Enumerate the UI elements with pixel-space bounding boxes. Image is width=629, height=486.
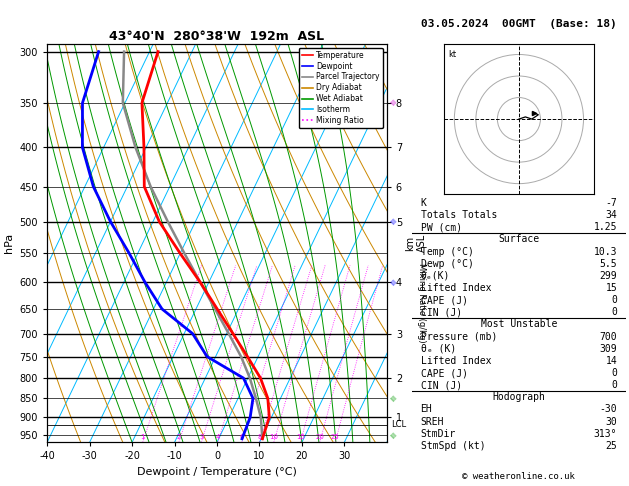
Text: PW (cm): PW (cm) [421, 222, 462, 232]
Text: 03.05.2024  00GMT  (Base: 18): 03.05.2024 00GMT (Base: 18) [421, 19, 617, 30]
Text: 3: 3 [199, 434, 204, 440]
Text: kt: kt [448, 50, 456, 59]
Text: LCL: LCL [391, 420, 406, 429]
Text: EH: EH [421, 404, 432, 415]
Text: 0: 0 [611, 368, 617, 378]
Y-axis label: hPa: hPa [4, 233, 14, 253]
Text: III: III [390, 394, 398, 402]
Text: StmSpd (kt): StmSpd (kt) [421, 441, 485, 451]
Text: 313°: 313° [594, 429, 617, 439]
Text: 8: 8 [257, 434, 262, 440]
Text: Totals Totals: Totals Totals [421, 210, 497, 220]
Text: 10.3: 10.3 [594, 246, 617, 257]
Text: SREH: SREH [421, 417, 444, 427]
Title: 43°40'N  280°38'W  192m  ASL: 43°40'N 280°38'W 192m ASL [109, 30, 325, 43]
Text: 1: 1 [140, 434, 145, 440]
Text: 15: 15 [606, 283, 617, 293]
Text: 4: 4 [216, 434, 220, 440]
Text: 25: 25 [606, 441, 617, 451]
Text: 309: 309 [599, 344, 617, 354]
Text: Most Unstable: Most Unstable [481, 319, 557, 330]
Text: -7: -7 [606, 198, 617, 208]
Text: 0: 0 [611, 307, 617, 317]
Text: 15: 15 [296, 434, 305, 440]
Text: CIN (J): CIN (J) [421, 307, 462, 317]
Text: Lifted Index: Lifted Index [421, 283, 491, 293]
Text: Lifted Index: Lifted Index [421, 356, 491, 366]
Text: Mixing Ratio (g/kg): Mixing Ratio (g/kg) [418, 263, 426, 343]
Text: 0: 0 [611, 295, 617, 305]
Text: III: III [390, 431, 398, 439]
Text: CAPE (J): CAPE (J) [421, 295, 467, 305]
Text: Pressure (mb): Pressure (mb) [421, 331, 497, 342]
Text: 1.25: 1.25 [594, 222, 617, 232]
Text: 5.5: 5.5 [599, 259, 617, 269]
Y-axis label: km
ASL: km ASL [405, 234, 426, 252]
Text: CAPE (J): CAPE (J) [421, 368, 467, 378]
Legend: Temperature, Dewpoint, Parcel Trajectory, Dry Adiabat, Wet Adiabat, Isotherm, Mi: Temperature, Dewpoint, Parcel Trajectory… [299, 48, 383, 128]
Text: StmDir: StmDir [421, 429, 456, 439]
Text: III: III [390, 278, 398, 287]
Text: 0: 0 [611, 380, 617, 390]
Text: 6: 6 [240, 434, 244, 440]
Text: III: III [390, 217, 398, 226]
Text: 25: 25 [331, 434, 340, 440]
Text: K: K [421, 198, 426, 208]
Text: © weatheronline.co.uk: © weatheronline.co.uk [462, 472, 576, 481]
Text: 30: 30 [606, 417, 617, 427]
Text: Dewp (°C): Dewp (°C) [421, 259, 474, 269]
Text: CIN (J): CIN (J) [421, 380, 462, 390]
Text: θₑ(K): θₑ(K) [421, 271, 450, 281]
Text: 2: 2 [177, 434, 181, 440]
X-axis label: Dewpoint / Temperature (°C): Dewpoint / Temperature (°C) [137, 467, 297, 477]
Text: Temp (°C): Temp (°C) [421, 246, 474, 257]
Text: Surface: Surface [498, 234, 540, 244]
Text: -30: -30 [599, 404, 617, 415]
Text: III: III [390, 99, 398, 107]
Text: 34: 34 [606, 210, 617, 220]
Text: 700: 700 [599, 331, 617, 342]
Text: Hodograph: Hodograph [493, 392, 545, 402]
Text: 20: 20 [315, 434, 324, 440]
Text: θₑ (K): θₑ (K) [421, 344, 456, 354]
Text: 14: 14 [606, 356, 617, 366]
Text: 10: 10 [269, 434, 279, 440]
Text: 299: 299 [599, 271, 617, 281]
